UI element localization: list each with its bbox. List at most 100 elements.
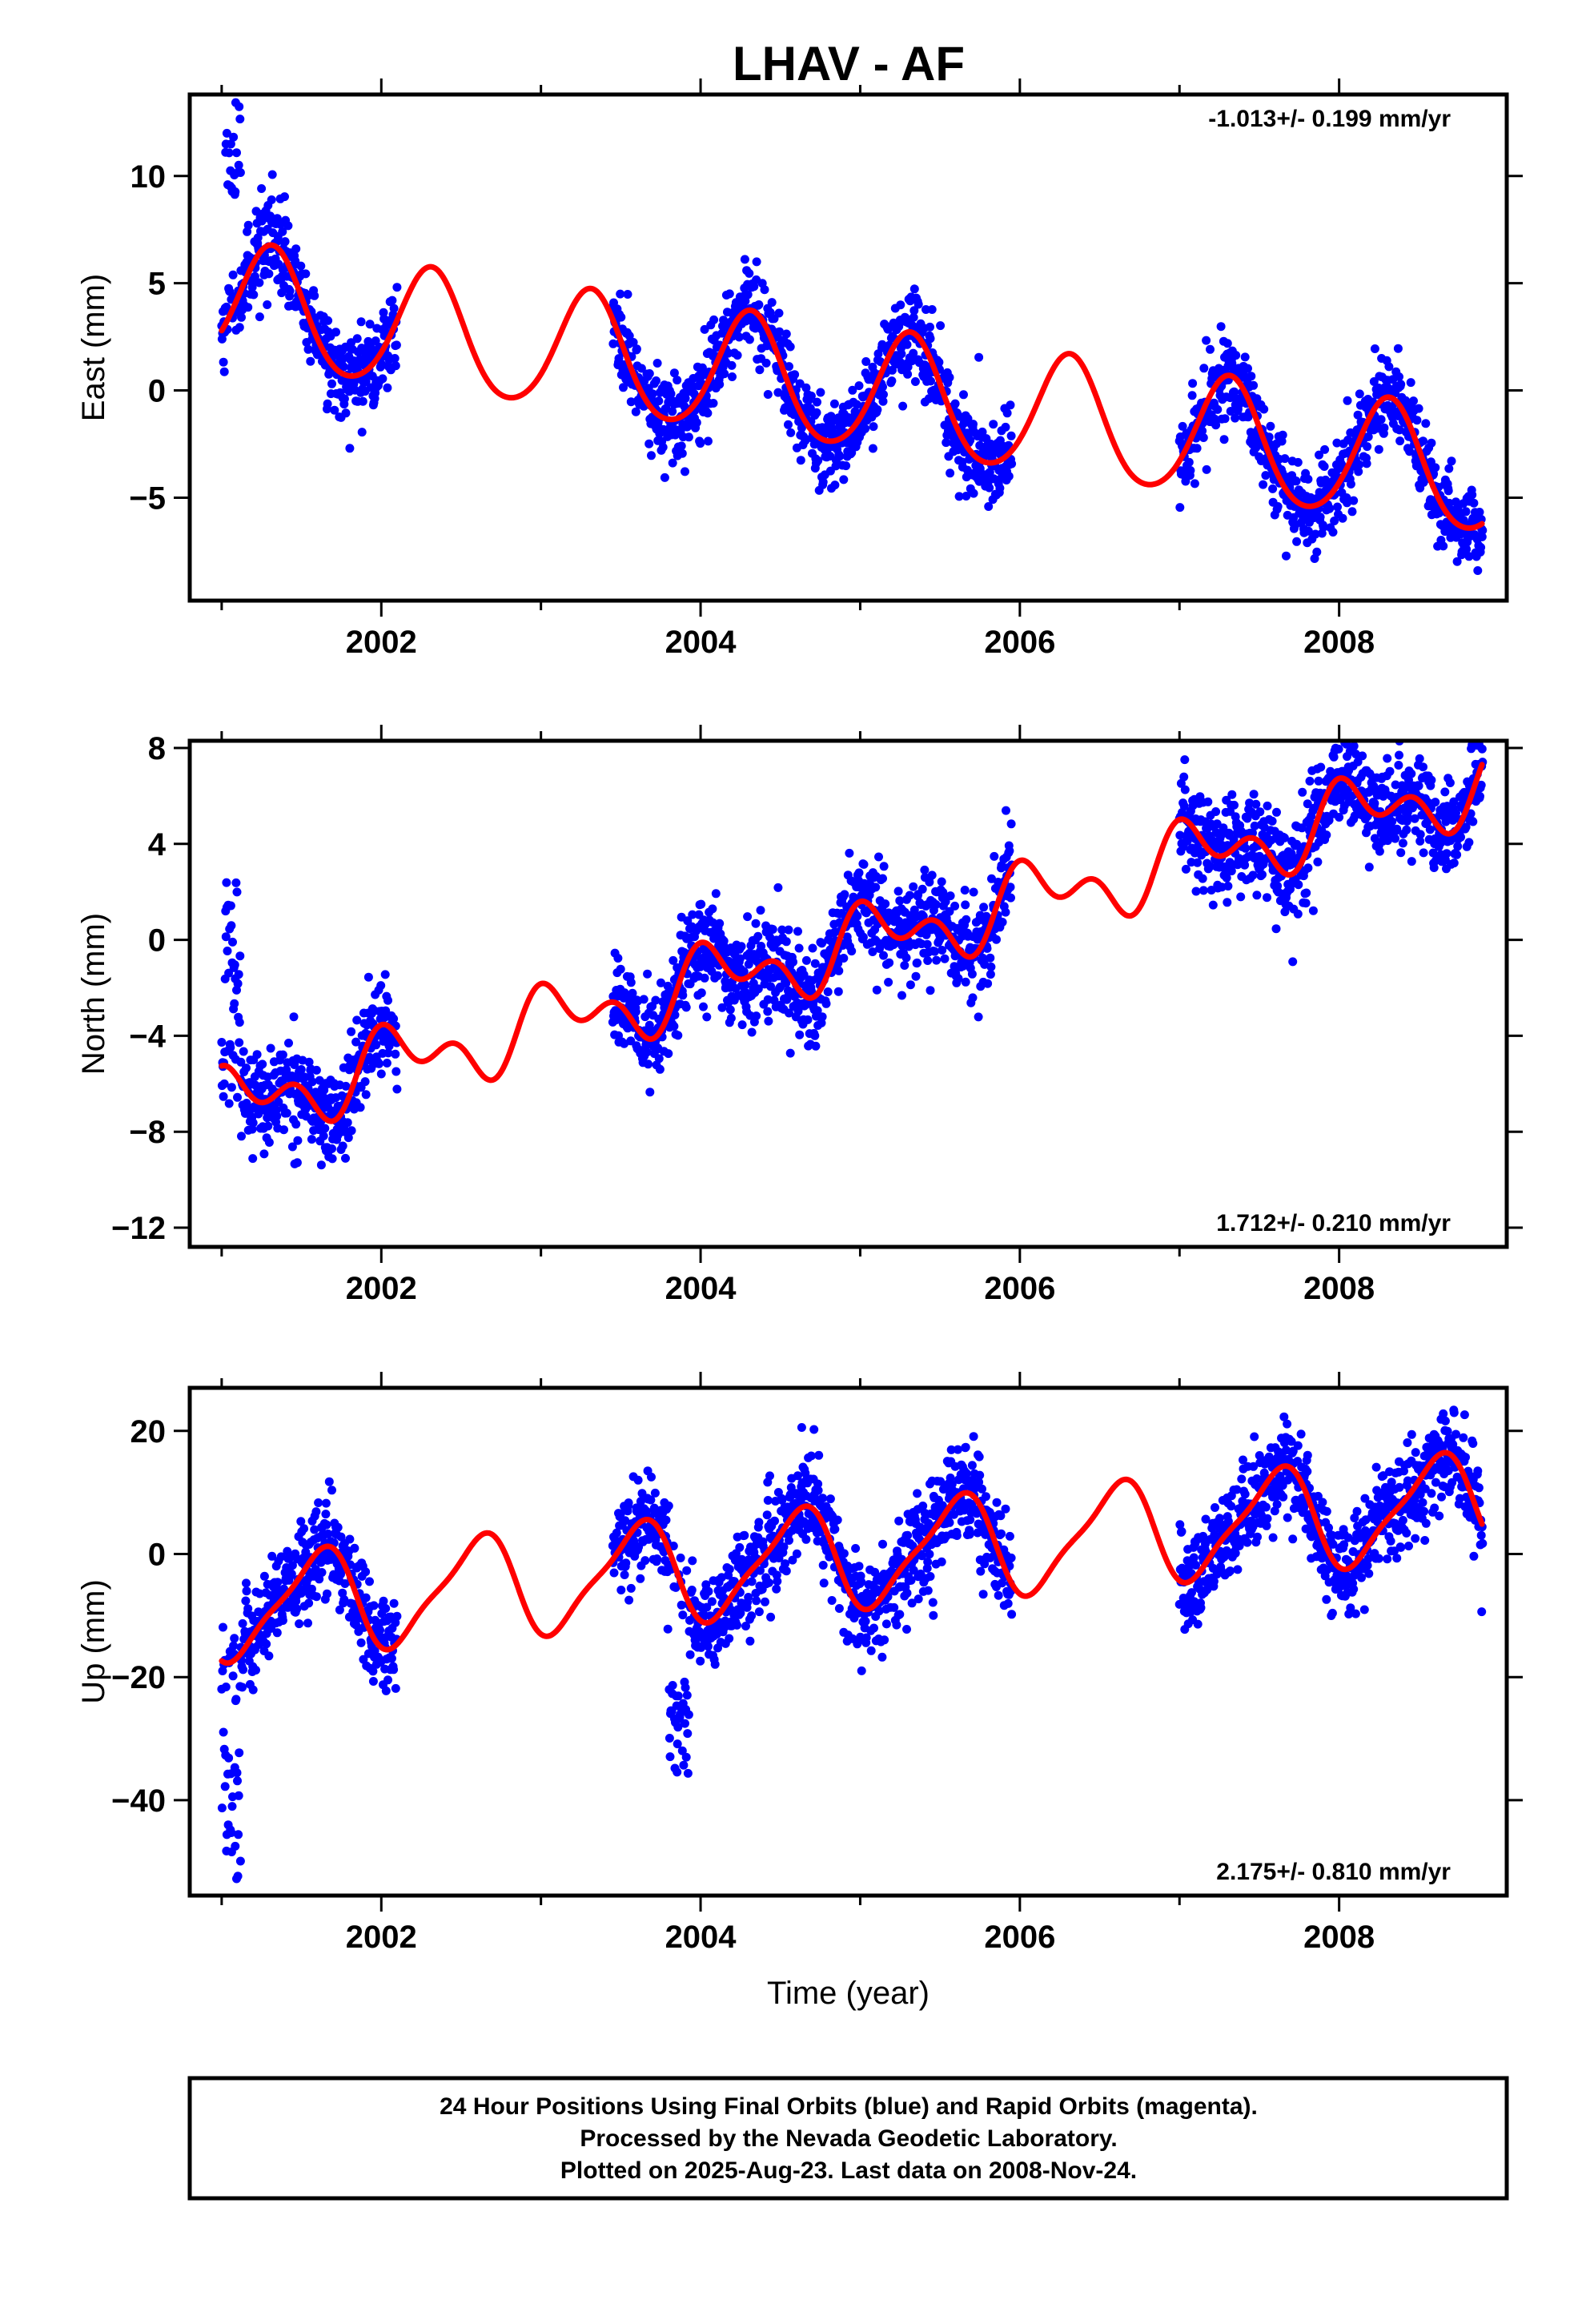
data-point bbox=[881, 899, 890, 909]
data-point bbox=[1476, 731, 1485, 740]
data-point bbox=[805, 404, 815, 413]
data-point bbox=[621, 1558, 631, 1568]
data-point bbox=[352, 334, 362, 344]
data-point bbox=[1223, 339, 1232, 348]
data-point bbox=[242, 1578, 251, 1588]
data-point bbox=[684, 1710, 693, 1719]
y-tick-label: 10 bbox=[130, 159, 167, 195]
data-point bbox=[620, 1570, 629, 1579]
data-point bbox=[296, 261, 306, 271]
data-point bbox=[1419, 848, 1428, 858]
data-point bbox=[984, 502, 994, 511]
data-point bbox=[818, 477, 828, 487]
data-point bbox=[387, 296, 397, 305]
data-point bbox=[1203, 797, 1213, 806]
data-point bbox=[652, 376, 661, 385]
data-point bbox=[833, 987, 843, 996]
data-point bbox=[950, 901, 960, 911]
data-point bbox=[232, 887, 242, 897]
data-point bbox=[923, 956, 933, 965]
data-point bbox=[1288, 957, 1298, 967]
data-point bbox=[801, 383, 811, 392]
data-point bbox=[681, 394, 690, 403]
figure-title: LHAV - AF bbox=[733, 37, 965, 90]
data-point bbox=[381, 1006, 391, 1015]
data-point bbox=[341, 1081, 351, 1091]
data-point bbox=[323, 1589, 331, 1598]
data-point bbox=[1190, 479, 1199, 489]
data-point bbox=[786, 1483, 796, 1492]
data-point bbox=[645, 1088, 655, 1097]
data-point bbox=[1346, 480, 1355, 489]
data-point bbox=[1175, 830, 1185, 840]
data-point bbox=[229, 132, 239, 142]
data-point bbox=[868, 947, 877, 956]
data-point bbox=[1294, 880, 1303, 890]
data-point bbox=[220, 1782, 230, 1791]
data-point bbox=[1395, 750, 1403, 760]
data-point bbox=[303, 344, 313, 354]
data-point bbox=[785, 342, 795, 352]
data-point bbox=[816, 388, 825, 397]
data-point bbox=[753, 931, 763, 941]
data-point bbox=[1385, 766, 1395, 776]
x-tick-label: 2008 bbox=[1303, 625, 1375, 660]
data-point bbox=[626, 978, 636, 987]
data-point bbox=[259, 1149, 269, 1159]
data-point bbox=[709, 399, 718, 408]
data-point bbox=[668, 407, 677, 416]
data-point bbox=[817, 1012, 827, 1022]
data-point bbox=[644, 1059, 653, 1069]
data-point bbox=[227, 1828, 236, 1837]
data-point bbox=[277, 288, 287, 298]
data-point bbox=[1353, 410, 1363, 420]
data-point bbox=[893, 887, 903, 896]
data-point bbox=[233, 1776, 242, 1786]
data-point bbox=[703, 408, 713, 418]
data-point bbox=[317, 1568, 327, 1577]
data-point bbox=[221, 1683, 231, 1691]
data-point bbox=[291, 244, 301, 254]
data-point bbox=[741, 1622, 750, 1630]
data-point bbox=[669, 1022, 679, 1031]
data-point bbox=[878, 382, 887, 392]
data-point bbox=[235, 323, 244, 332]
data-point bbox=[960, 886, 970, 895]
data-point bbox=[219, 357, 228, 367]
data-point bbox=[830, 480, 840, 490]
data-point bbox=[789, 957, 797, 967]
data-point bbox=[747, 1027, 757, 1037]
data-point bbox=[772, 1584, 781, 1594]
data-point bbox=[926, 334, 935, 344]
data-point bbox=[339, 1594, 349, 1604]
data-point bbox=[264, 1651, 274, 1661]
data-point bbox=[1199, 433, 1208, 442]
data-point bbox=[381, 1604, 391, 1613]
data-point bbox=[785, 362, 793, 372]
data-point bbox=[995, 484, 1005, 493]
data-point bbox=[1439, 541, 1448, 551]
data-point bbox=[336, 1532, 346, 1542]
data-point bbox=[839, 475, 849, 485]
data-point bbox=[624, 331, 634, 340]
data-point bbox=[1001, 907, 1010, 917]
data-point bbox=[1431, 463, 1440, 472]
data-point bbox=[757, 942, 766, 951]
data-point bbox=[1198, 874, 1207, 883]
data-point bbox=[235, 1038, 244, 1047]
data-point bbox=[677, 1600, 686, 1610]
data-point bbox=[248, 1154, 258, 1164]
data-point bbox=[735, 1542, 745, 1552]
data-point bbox=[656, 978, 665, 987]
data-point bbox=[661, 1515, 671, 1525]
data-point bbox=[616, 312, 626, 322]
data-point bbox=[1202, 336, 1211, 345]
data-point bbox=[673, 1691, 683, 1701]
data-point bbox=[1292, 537, 1302, 546]
data-point bbox=[1364, 862, 1374, 872]
plot-area bbox=[217, 98, 1488, 575]
data-point bbox=[1395, 372, 1403, 381]
data-point bbox=[677, 448, 687, 458]
data-point bbox=[1419, 762, 1427, 772]
data-point bbox=[784, 420, 793, 429]
